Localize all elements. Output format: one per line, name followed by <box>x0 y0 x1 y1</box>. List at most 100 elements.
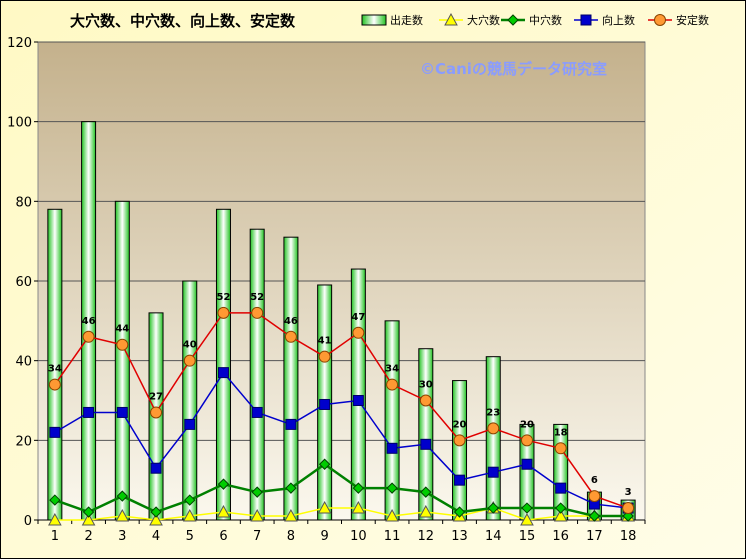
x-tick-label: 16 <box>552 529 569 544</box>
marker-diamond <box>318 458 331 470</box>
legend-item: 大穴数 <box>439 12 500 27</box>
data-label: 20 <box>453 419 467 430</box>
legend-item: 安定数 <box>648 13 709 27</box>
x-tick-label: 9 <box>320 529 328 544</box>
legend-item: 出走数 <box>361 13 423 27</box>
marker-triangle <box>520 512 534 526</box>
y-tick-label: 60 <box>15 275 32 290</box>
data-label: 52 <box>250 292 264 303</box>
marker-triangle <box>149 512 163 526</box>
series-lines <box>48 306 635 526</box>
marker-diamond <box>453 506 466 518</box>
marker-diamond <box>420 486 432 498</box>
legend-item: 向上数 <box>574 13 635 27</box>
marker-circle <box>520 434 533 447</box>
data-label: 27 <box>149 391 163 402</box>
series-circle <box>48 306 635 515</box>
data-label: 52 <box>217 292 231 303</box>
legend-symbol <box>361 14 387 26</box>
marker-circle <box>116 338 129 351</box>
marker-diamond <box>49 494 61 506</box>
x-tick-label: 8 <box>287 529 295 544</box>
marker-square <box>386 442 398 454</box>
marker-diamond <box>116 490 129 502</box>
marker-diamond <box>285 482 297 494</box>
marker-diamond <box>251 486 263 498</box>
data-label: 3 <box>625 487 632 498</box>
line-square <box>54 371 629 509</box>
marker-triangle <box>284 508 298 522</box>
y-axis-ticks: 0 20 40 60 80 100 120 <box>7 36 38 529</box>
y-tick-label: 20 <box>15 434 32 449</box>
bar-10 <box>350 268 366 521</box>
x-tick-label: 4 <box>152 529 160 544</box>
data-label: 46 <box>284 316 298 327</box>
watermark: ©Caniの競馬データ研究室 <box>420 60 607 78</box>
x-tick-label: 17 <box>586 529 603 544</box>
y-tick-label: 80 <box>15 195 32 210</box>
marker-square <box>83 406 95 418</box>
data-label: 46 <box>82 316 96 327</box>
marker-triangle <box>48 512 62 526</box>
data-label: 44 <box>115 324 129 335</box>
bar-12 <box>418 348 434 521</box>
marker-diamond <box>352 482 365 494</box>
data-label: 20 <box>520 419 534 430</box>
marker-triangle <box>115 508 130 522</box>
legend-symbol <box>654 14 666 26</box>
x-tick-label: 13 <box>451 529 468 544</box>
marker-square <box>116 406 128 418</box>
legend-label: 安定数 <box>676 13 709 27</box>
marker-circle <box>183 354 196 367</box>
marker-circle <box>622 502 635 515</box>
data-labels: 34 46 44 27 40 52 52 46 41 47 34 30 20 23 20 18 6 3 <box>48 292 632 498</box>
marker-square <box>285 418 297 430</box>
data-label: 34 <box>385 364 399 375</box>
data-label: 30 <box>419 380 433 391</box>
marker-triangle <box>385 508 399 522</box>
marker-square <box>487 466 499 478</box>
legend-symbol <box>580 14 592 26</box>
x-tick-label: 7 <box>253 529 261 544</box>
data-label: 23 <box>486 407 500 418</box>
marker-triangle <box>317 501 332 514</box>
marker-circle <box>251 306 264 319</box>
marker-diamond <box>217 478 230 490</box>
legend-label: 中穴数 <box>529 13 562 27</box>
marker-circle <box>284 330 297 343</box>
series-square <box>49 367 634 514</box>
x-tick-label: 1 <box>51 529 59 544</box>
marker-circle <box>419 394 432 407</box>
marker-square <box>555 482 567 494</box>
line-triangle <box>54 507 629 521</box>
bar-14 <box>485 356 501 521</box>
legend-symbol <box>507 14 519 26</box>
series-diamond <box>49 458 634 522</box>
marker-diamond <box>184 494 196 506</box>
x-tick-label: 11 <box>384 529 401 544</box>
marker-square <box>352 395 364 406</box>
marker-circle <box>386 378 399 391</box>
x-tick-label: 18 <box>620 529 637 544</box>
x-tick-label: 15 <box>519 529 536 544</box>
x-tick-label: 6 <box>219 529 227 544</box>
legend-item: 中穴数 <box>501 13 562 27</box>
chart-title: 大穴数、中穴数、向上数、安定数 <box>70 12 296 30</box>
marker-diamond <box>150 506 162 518</box>
marker-square <box>420 438 432 450</box>
x-tick-label: 5 <box>186 529 194 544</box>
marker-diamond <box>82 506 95 518</box>
legend-label: 大穴数 <box>467 13 500 27</box>
y-tick-label: 40 <box>15 355 32 370</box>
marker-circle <box>217 306 230 319</box>
data-label: 41 <box>318 336 332 347</box>
legend: 出走数 大穴数 中穴数 向上数 安定数 <box>361 12 709 27</box>
bar-7 <box>249 228 265 521</box>
x-tick-label: 14 <box>485 529 502 544</box>
marker-square <box>319 398 331 410</box>
marker-diamond <box>487 502 499 514</box>
data-label: 18 <box>554 427 568 438</box>
marker-circle <box>150 406 163 419</box>
y-tick-label: 120 <box>7 36 32 51</box>
